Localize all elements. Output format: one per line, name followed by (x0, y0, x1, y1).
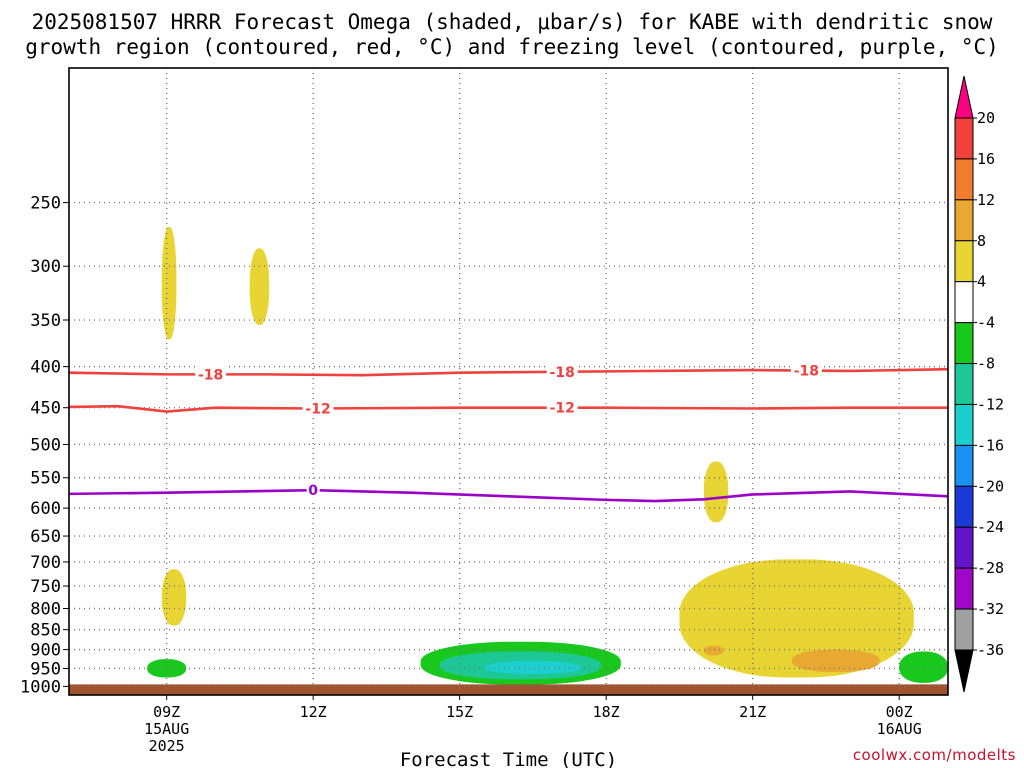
omega-region (899, 651, 948, 683)
y-tick-label: 750 (30, 577, 61, 597)
colorbar-label: -28 (977, 559, 1004, 577)
contour-line (68, 404, 948, 413)
contour-label: -18 (550, 365, 575, 381)
contour-label: 0 (308, 483, 318, 499)
colorbar-bottom-arrow (954, 649, 974, 693)
x-tick-label: 00Z (886, 703, 913, 721)
y-tick-label: 900 (30, 641, 61, 661)
y-tick-label: 550 (30, 469, 61, 489)
colorbar-segment (954, 240, 974, 283)
colorbar-label: -20 (977, 477, 1004, 495)
colorbar-segment (954, 199, 974, 242)
colorbar-label: -4 (977, 314, 995, 332)
colorbar-segment (954, 281, 974, 324)
y-tick-label: 1000 (20, 677, 61, 697)
contour-label-bg (195, 365, 227, 384)
x-tick-label: 15Z (446, 703, 473, 721)
y-tick-label: 350 (30, 311, 61, 331)
colorbar-segment (954, 403, 974, 446)
x-axis-label: Forecast Time (UTC) (400, 749, 617, 768)
colorbar-segment (954, 158, 974, 201)
y-tick-label: 950 (30, 659, 61, 679)
colorbar-segment (954, 608, 974, 651)
colorbar-label: -8 (977, 355, 995, 373)
y-tick-label: 600 (30, 499, 61, 519)
colorbar-segment (954, 322, 974, 365)
colorbar-label: 8 (977, 232, 986, 250)
x-tick-label: 09Z (153, 703, 180, 721)
omega-region (161, 226, 177, 340)
x-tick-year: 2025 (149, 737, 185, 755)
x-tick-date: 16AUG (877, 720, 922, 738)
contour-label: -12 (550, 401, 575, 417)
surface-ground (69, 684, 948, 695)
contour-label-bg (546, 362, 578, 381)
omega-region (484, 661, 582, 674)
omega-region (679, 559, 914, 678)
omega-region (703, 461, 729, 523)
y-tick-label: 850 (30, 621, 61, 641)
colorbar-label: -32 (977, 600, 1004, 618)
x-tick-label: 21Z (739, 703, 766, 721)
contour-label-bg (302, 399, 334, 418)
colorbar-label: -36 (977, 641, 1004, 659)
x-tick-label: 18Z (593, 703, 620, 721)
contour-label: -18 (794, 364, 819, 380)
x-tick-label: 12Z (300, 703, 327, 721)
colorbar-segment (954, 485, 974, 528)
y-tick-label: 800 (30, 600, 61, 620)
y-tick-label: 450 (30, 399, 61, 419)
chart-title-line2: growth region (contoured, red, °C) and f… (25, 35, 999, 59)
watermark: coolwx.com/modelts (852, 746, 1016, 764)
plot-frame (68, 67, 949, 696)
colorbar-label: -24 (977, 518, 1004, 536)
omega-region (249, 248, 270, 325)
contour-label-bg (790, 361, 822, 380)
contour-label: -12 (305, 401, 330, 417)
y-tick-label: 250 (30, 194, 61, 214)
y-tick-label: 500 (30, 435, 61, 455)
omega-region (703, 645, 724, 656)
y-tick-label: 700 (30, 553, 61, 573)
y-tick-label: 300 (30, 257, 61, 277)
omega-region (791, 649, 880, 673)
chart-title-line1: 2025081507 HRRR Forecast Omega (shaded, … (31, 10, 993, 34)
colorbar-label: -12 (977, 395, 1004, 413)
contour-label: -18 (198, 367, 223, 383)
colorbar-segment (954, 444, 974, 487)
contour-line (68, 488, 949, 503)
y-tick-label: 400 (30, 358, 61, 378)
colorbar-top-arrow (954, 75, 974, 119)
colorbar-label: 12 (977, 191, 995, 209)
y-tick-label: 650 (30, 527, 61, 547)
colorbar-label: 16 (977, 150, 995, 168)
colorbar-label: 4 (977, 273, 986, 291)
omega-region (161, 569, 187, 626)
colorbar-segment (954, 526, 974, 569)
colorbar-label: -16 (977, 436, 1004, 454)
colorbar-segment (954, 117, 974, 160)
colorbar-label: 20 (977, 109, 995, 127)
x-tick-date: 15AUG (144, 720, 189, 738)
colorbar-segment (954, 363, 974, 405)
contour-label-bg (306, 481, 320, 500)
colorbar-segment (954, 567, 974, 610)
contour-label-bg (546, 398, 578, 417)
